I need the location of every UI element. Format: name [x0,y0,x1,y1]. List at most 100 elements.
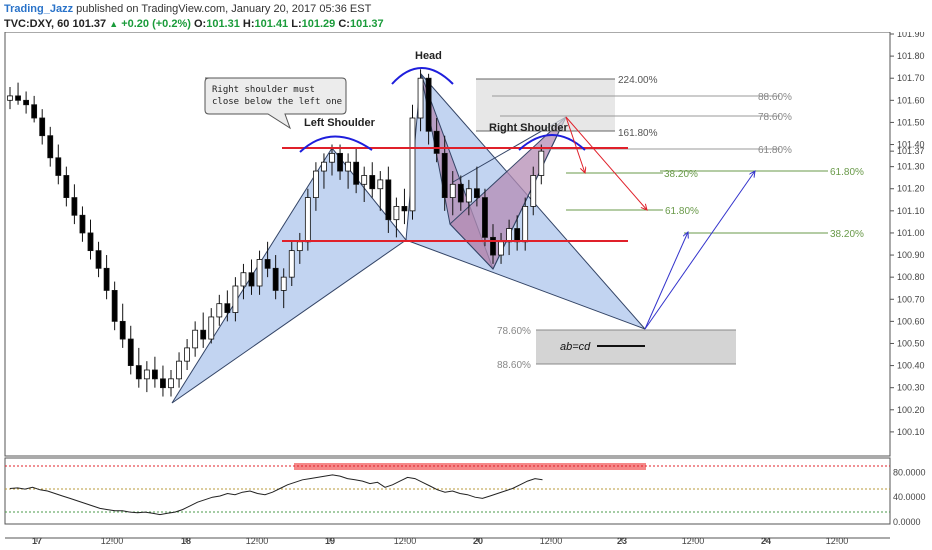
candle-body [208,316,215,340]
candle [369,162,376,198]
candle-body [151,369,158,380]
candle-body [353,161,360,185]
fib-618-c-label: 61.80% [830,167,864,178]
candle [449,171,456,216]
candle-body [168,378,174,389]
candle [538,144,545,185]
time-tick-label: 12:00 [826,536,849,546]
candle [393,197,400,238]
publish-info: Trading_Jazz published on TradingView.co… [4,3,371,15]
bear-arrow-long [565,116,647,210]
candle [240,263,247,300]
candle-body [143,369,150,380]
time-tick-label: 23 [617,536,627,546]
candle [232,277,239,322]
candle-body [111,290,118,322]
candle [119,303,126,348]
candle-body [23,99,30,106]
candle-body [465,188,472,203]
candle [103,255,110,300]
note-line-2: close below the left one [212,97,342,107]
candle-body [377,179,384,190]
candle [256,250,263,295]
candle-body [127,338,134,366]
price-tick-label: 100.40 [897,361,925,371]
last-price: 101.37 [72,18,107,30]
bear-arrow-short [565,116,585,173]
price-tick-label: 100.90 [897,250,925,260]
author-link[interactable]: Trading_Jazz [4,3,74,15]
price-tick-label: 101.00 [897,228,925,238]
candle-body [393,206,400,221]
open-value: 101.31 [206,18,240,30]
candle-body [321,161,327,172]
candle-body [482,197,488,238]
rsi-layer: 80.0000 40.0000 0.0000 [5,463,926,527]
time-tick-label: 24 [761,536,771,546]
candle [192,321,199,357]
fib-382-a-label: 38.20% [664,169,698,180]
candle-body [232,285,239,313]
fib-886-top-label: 88.60% [758,92,792,103]
candle [401,188,408,225]
candle-body [15,95,21,101]
candle [31,95,38,123]
candle-body [79,214,86,234]
candle-body [329,152,335,163]
fib-786-top-label: 78.60% [758,112,792,123]
open-label: O: [193,18,207,30]
candle [465,179,472,216]
price-chart[interactable]: 224.00% 88.60% 78.60% 161.80% 61.80% 38.… [0,32,932,550]
close-label: C: [338,18,350,30]
rsi-axis: 80.0000 40.0000 0.0000 [893,467,926,527]
candle [248,259,255,295]
candle-body [264,259,271,269]
fib-top-zone [476,79,615,131]
symbol-info: TVC:DXY, 60 101.37 ▲ +0.20 (+0.2%) O:101… [4,18,384,30]
candle [272,255,279,300]
publish-text: published on TradingView.com, January 20… [76,3,372,15]
candle [321,153,327,189]
candle [15,82,21,105]
time-axis: 17 12:00 18 12:00 19 12:00 20 12:00 23 12:00 24 12:… [32,536,848,546]
candle-body [31,104,38,119]
left-shoulder-arc [299,135,373,153]
price-tick-label: 100.10 [897,427,925,437]
candle [176,352,182,388]
candle [168,370,174,397]
candle [264,241,271,278]
candle-body [240,272,247,287]
candle-body [184,347,191,362]
candle-body [522,206,529,243]
candle [143,361,150,393]
candle [433,118,440,163]
candle [482,188,488,247]
note-line-1: Right shoulder must [212,85,315,95]
price-tick-label: 101.90 [897,32,925,39]
candle [490,224,496,264]
candle-body [369,175,376,190]
candle [87,219,94,260]
candle-body [224,303,231,313]
head-arc [391,67,454,85]
price-tick-label: 101.37 [897,146,925,156]
low-label: L: [291,18,302,30]
symbol-name: TVC:DXY, 60 [4,18,70,30]
candle [425,73,432,145]
candle-body [473,188,480,198]
candle-body [490,236,496,256]
candle [417,69,424,132]
candle-body [119,320,126,340]
rsi-line [9,474,543,516]
time-tick-label: 17 [32,536,42,546]
candle-body [200,329,207,340]
candle [345,153,352,189]
candle-body [441,152,448,198]
high-value: 101.41 [254,18,289,30]
bull-arrow-long [644,171,755,330]
candle-body [312,170,319,198]
candle-body [192,329,199,349]
candle [160,365,166,397]
candle [208,308,215,344]
candle [473,166,480,207]
